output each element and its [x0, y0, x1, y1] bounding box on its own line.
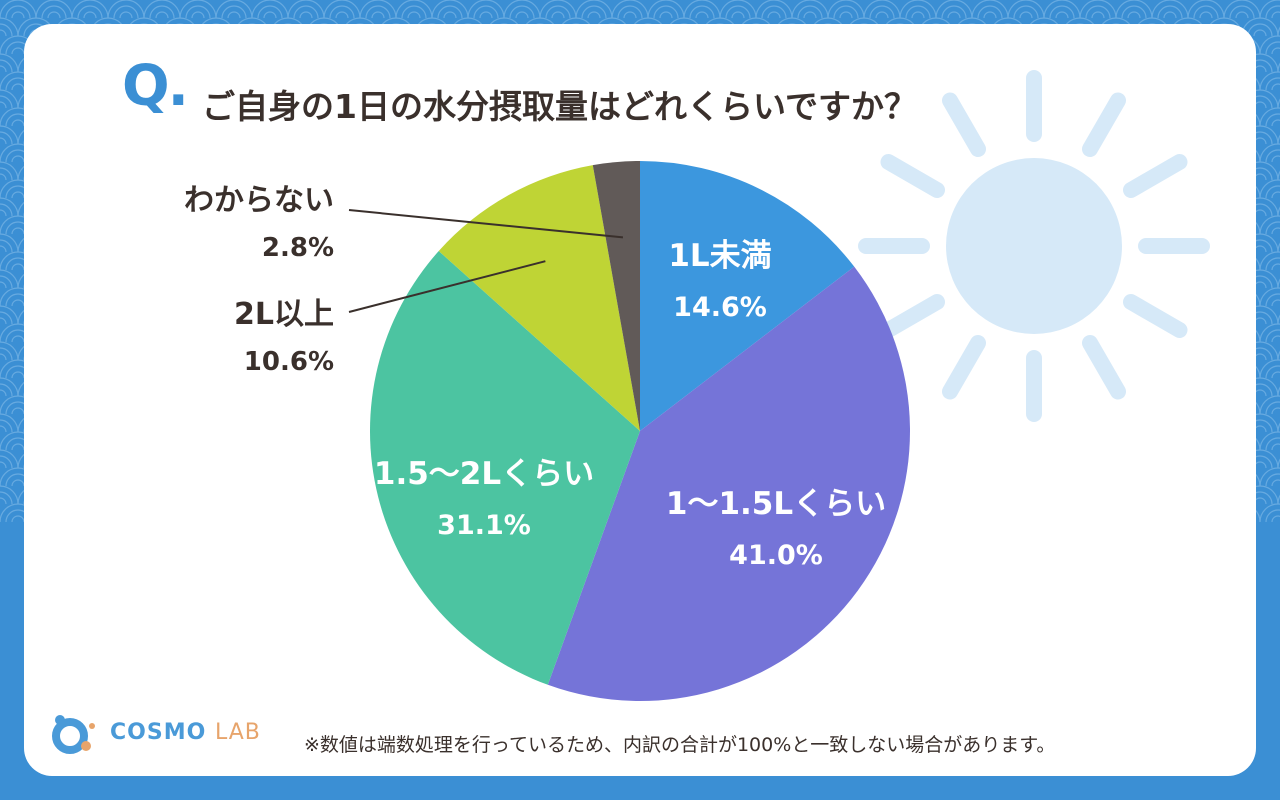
slice-label: 2L以上 10.6% [234, 297, 334, 377]
pie-slice [438, 165, 640, 431]
sun-ray [942, 92, 986, 158]
slice-value-label: 2.8% [262, 233, 334, 263]
pie-slice [369, 251, 640, 685]
leader-line [348, 260, 546, 313]
sun-disc [946, 158, 1122, 334]
sun-ray [942, 334, 986, 400]
slice-label: 1〜1.5Lくらい 41.0% [666, 486, 886, 571]
pie-chart: 1L未満 14.6% 1〜1.5Lくらい 41.0% 1.5〜2Lくらい 31.1% 2L以… [184, 161, 910, 701]
pie-slice [640, 161, 855, 431]
slice-category-label: 1.5〜2Lくらい [374, 456, 594, 492]
slice-category-label: 2L以上 [234, 297, 334, 332]
logo-suffix: LAB [214, 720, 261, 745]
sun-ray [880, 154, 946, 198]
leader-line [348, 209, 624, 239]
pie-slice [592, 161, 640, 431]
sun-ray [1082, 334, 1126, 400]
slice-value-label: 14.6% [673, 292, 767, 323]
slice-value-label: 41.0% [729, 540, 823, 571]
slice-category-label: 1L未満 [668, 238, 771, 274]
slice-label: 1.5〜2Lくらい 31.1% [374, 456, 594, 541]
question-marker: Q. [122, 54, 189, 119]
cosmo-lab-logo: COSMO LAB [48, 712, 260, 756]
sun-ray [880, 294, 946, 338]
sun-illustration [858, 70, 1210, 422]
content-card: Q. ご自身の1日の水分摂取量はどれくらいですか？ 1L未満 14.6% 1〜1.5… [24, 24, 1256, 776]
sun-ray [1122, 294, 1188, 338]
logo-mark-icon [52, 715, 95, 754]
slice-category-label: 1〜1.5Lくらい [666, 486, 886, 522]
sun-ray [1122, 154, 1188, 198]
pie-slice [547, 266, 910, 701]
sun-ray [1082, 92, 1126, 158]
question-title: ご自身の1日の水分摂取量はどれくらいですか？ [202, 87, 917, 126]
slice-value-label: 10.6% [244, 347, 334, 377]
slice-category-label: わからない [184, 183, 334, 218]
slice-value-label: 31.1% [437, 510, 531, 541]
slice-label: 1L未満 14.6% [668, 238, 771, 323]
slice-label: わからない 2.8% [184, 183, 334, 263]
footnote: ※数値は端数処理を行っているため、内訳の合計が100%と一致しない場合があります… [304, 734, 1056, 756]
logo-name: COSMO [110, 720, 207, 745]
